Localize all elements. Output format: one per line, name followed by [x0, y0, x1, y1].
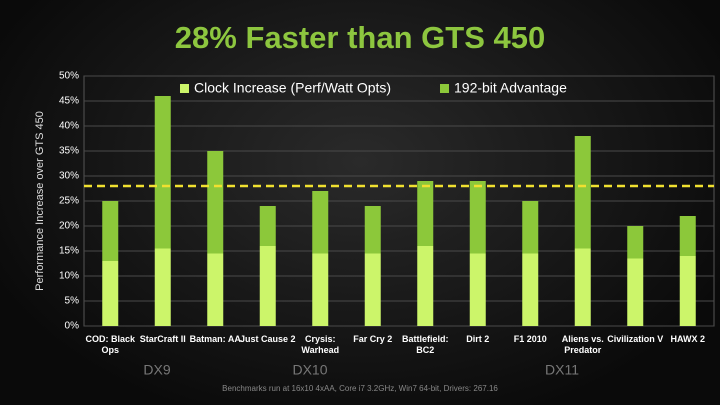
- y-tick-label: 15%: [59, 246, 79, 257]
- legend-label: 192-bit Advantage: [454, 80, 567, 96]
- bar-segment: [207, 151, 224, 254]
- group-label: DX10: [292, 362, 327, 378]
- bar-segment: [627, 226, 644, 259]
- group-label: DX9: [143, 362, 170, 378]
- bar-segment: [259, 206, 276, 246]
- bar-segment: [364, 206, 381, 254]
- bar-segment: [102, 201, 119, 261]
- y-tick-label: 35%: [59, 146, 79, 157]
- x-tick-label: HAWX 2: [670, 334, 705, 344]
- bar-segment: [312, 191, 329, 254]
- x-tick-label: COD: Black Ops: [85, 334, 135, 355]
- bar-segment: [574, 136, 591, 249]
- y-axis-label: Performance Increase over GTS 450: [34, 111, 46, 291]
- y-tick-label: 5%: [65, 296, 80, 307]
- bar-segment: [417, 246, 434, 326]
- bar-segment: [259, 246, 276, 326]
- x-tick-label: Far Cry 2: [353, 334, 393, 344]
- group-label: DX11: [545, 362, 579, 378]
- footnote: Benchmarks run at 16x10 4xAA, Core i7 3.…: [222, 384, 498, 393]
- x-tick-label: Civilization V: [607, 334, 664, 344]
- bar-segment: [154, 248, 171, 326]
- y-tick-label: 40%: [59, 121, 79, 132]
- y-tick-label: 45%: [59, 96, 79, 107]
- x-tick-label: Batman: AA: [189, 334, 241, 344]
- y-tick-label: 10%: [59, 271, 79, 282]
- x-tick-label: Battlefield: BC2: [401, 334, 449, 355]
- legend-swatch: [180, 84, 189, 93]
- bar-segment: [312, 253, 329, 326]
- x-tick-label: F1 2010: [513, 334, 547, 344]
- y-tick-label: 50%: [59, 71, 79, 82]
- bar-segment: [154, 96, 171, 249]
- bar-segment: [102, 261, 119, 326]
- chart-title: 28% Faster than GTS 450: [175, 20, 545, 55]
- legend-label: Clock Increase (Perf/Watt Opts): [194, 80, 391, 96]
- x-tick-label: Aliens vs. Predator: [561, 334, 604, 355]
- bar-segment: [627, 258, 644, 326]
- bar-segment: [574, 248, 591, 326]
- x-tick-label: Dirt 2: [466, 334, 490, 344]
- bar-segment: [469, 181, 486, 254]
- bar-segment: [364, 253, 381, 326]
- legend-swatch: [440, 84, 449, 93]
- x-tick-label: Just Cause 2: [239, 334, 296, 344]
- bar-segment: [679, 216, 696, 256]
- bar-segment: [522, 201, 539, 254]
- x-tick-label: StarCraft II: [139, 334, 186, 344]
- bar-segment: [469, 253, 486, 326]
- bar-segment: [522, 253, 539, 326]
- y-tick-label: 30%: [59, 171, 79, 182]
- x-tick-label: Crysis: Warhead: [301, 334, 340, 355]
- y-tick-label: 25%: [59, 196, 79, 207]
- y-tick-label: 20%: [59, 221, 79, 232]
- y-tick-label: 0%: [65, 321, 80, 332]
- bar-segment: [679, 256, 696, 326]
- bar-segment: [417, 181, 434, 246]
- bar-segment: [207, 253, 224, 326]
